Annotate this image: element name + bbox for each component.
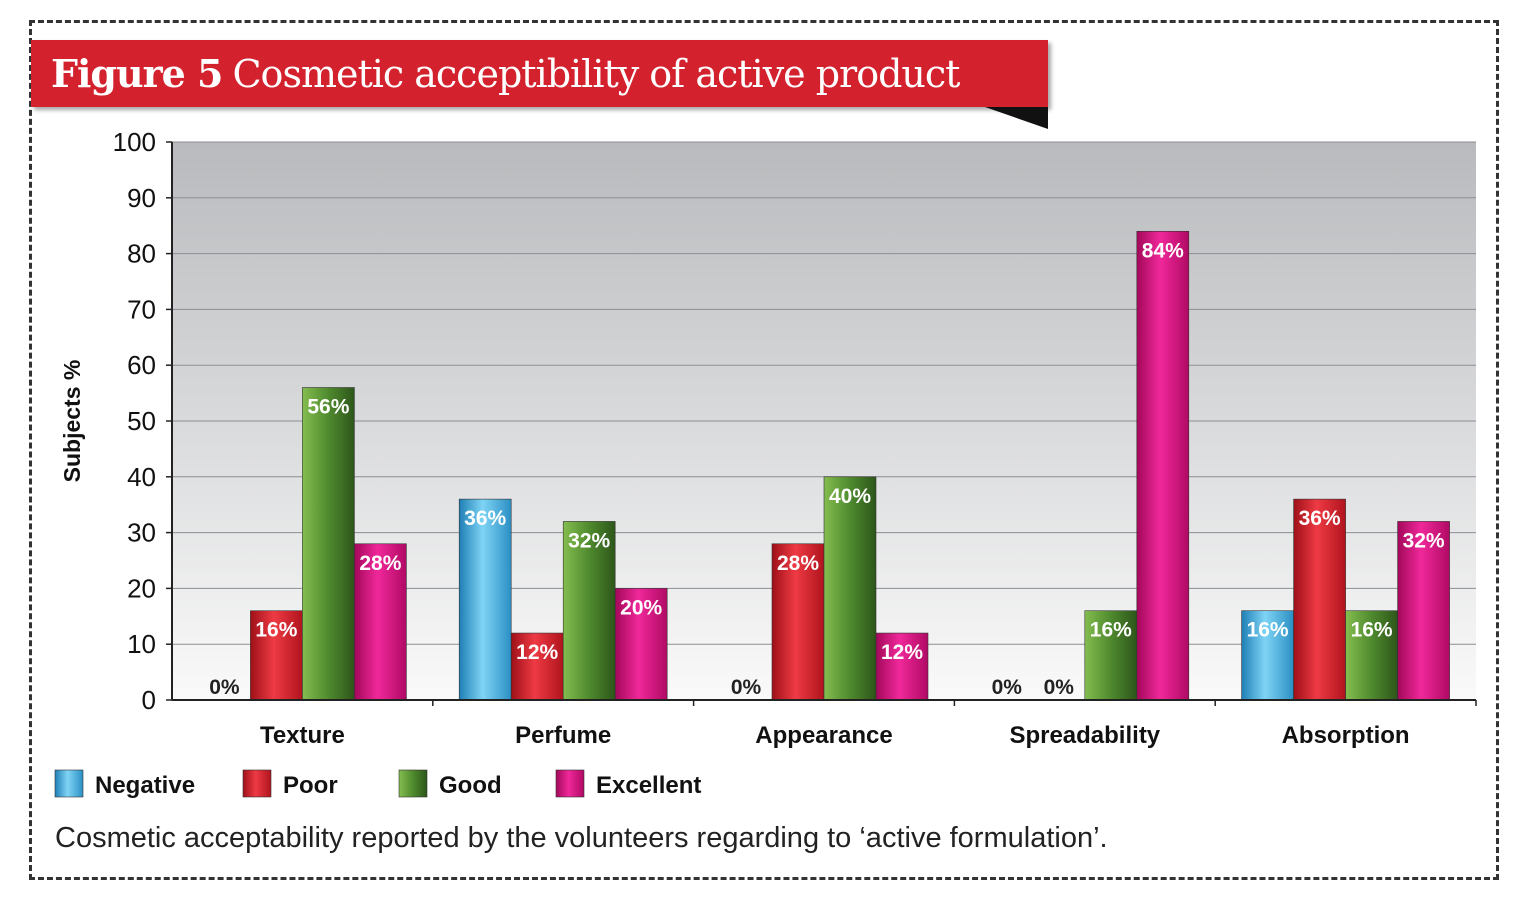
- figure-label: Figure 5: [51, 51, 223, 96]
- data-label: 20%: [620, 596, 662, 619]
- legend-swatch-good: [398, 769, 428, 798]
- bar-poor-appearance: [771, 543, 825, 701]
- x-axis-labels: Texture Perfume Appearance Spreadability Abs…: [260, 722, 1410, 749]
- bar-negative-absorption: [1241, 610, 1294, 701]
- y-tick-label: 60: [127, 350, 156, 380]
- bar-poor-absorption: [1293, 498, 1346, 701]
- bar-good-perfume: [562, 521, 616, 701]
- legend-label-excellent: Excellent: [596, 772, 701, 799]
- y-tick-label: 30: [127, 518, 156, 548]
- data-label: 16%: [1090, 619, 1132, 642]
- y-tick-label: 50: [127, 406, 156, 436]
- y-tick-label: 100: [113, 127, 156, 157]
- data-label: 28%: [777, 552, 819, 575]
- bar-labels: 0% 16% 56% 28% 36% 12% 32% 20% 0% 28% 40% 12% 0% 0% 16…: [209, 239, 1445, 699]
- y-tick-label: 20: [127, 573, 156, 603]
- bar-excellent-absorption: [1397, 521, 1450, 701]
- data-label: 0%: [1044, 676, 1075, 699]
- data-label: 40%: [829, 485, 871, 508]
- legend-label-good: Good: [439, 772, 502, 799]
- x-tick-label: Perfume: [515, 722, 611, 749]
- bar-excellent-spreadability: [1136, 230, 1190, 701]
- legend-label-poor: Poor: [283, 772, 338, 799]
- legend-swatch-negative: [54, 769, 84, 798]
- data-label: 0%: [731, 676, 762, 699]
- y-tick-label: 70: [127, 294, 156, 324]
- x-tick-label: Texture: [260, 722, 345, 749]
- legend-swatch-excellent: [555, 769, 585, 798]
- y-tick-label: 90: [127, 183, 156, 213]
- legend: Negative Poor Good Excellent: [54, 769, 701, 799]
- data-label: 12%: [881, 641, 923, 664]
- data-label: 32%: [568, 529, 610, 552]
- axes: [171, 142, 1477, 706]
- data-label: 16%: [255, 619, 297, 642]
- x-tick-label: Spreadability: [1009, 722, 1160, 749]
- bar-good-appearance: [823, 476, 877, 701]
- figure-title: Cosmetic acceptibility of active product: [232, 51, 960, 96]
- data-label: 0%: [992, 676, 1023, 699]
- bar-excellent-texture: [354, 543, 407, 701]
- data-label: 84%: [1142, 239, 1184, 262]
- bar-good-absorption: [1345, 610, 1398, 701]
- data-label: 32%: [1403, 529, 1445, 552]
- data-label: 16%: [1351, 619, 1393, 642]
- data-label: 36%: [1299, 507, 1341, 530]
- y-tick-label: 80: [127, 239, 156, 269]
- bar-poor-texture: [250, 610, 303, 701]
- x-tick-label: Absorption: [1282, 722, 1410, 749]
- bars: [250, 230, 1450, 701]
- figure-caption: Cosmetic acceptability reported by the v…: [55, 822, 1108, 854]
- figure-frame: [29, 20, 1499, 880]
- legend-swatch-poor: [242, 769, 272, 798]
- bar-negative-perfume: [458, 498, 512, 701]
- y-tick-label: 10: [127, 629, 156, 659]
- legend-label-negative: Negative: [95, 772, 195, 799]
- y-tick-label: 40: [127, 462, 156, 492]
- bar-excellent-appearance: [875, 632, 929, 701]
- y-axis-ticks: 0 10 20 30 40 50 60 70 80 90 100: [113, 127, 172, 715]
- data-label: 12%: [516, 641, 558, 664]
- figure-banner: Figure 5 Cosmetic acceptibility of activ…: [31, 40, 1048, 107]
- bar-poor-perfume: [510, 632, 564, 701]
- data-label: 56%: [307, 396, 349, 419]
- data-label: 36%: [464, 507, 506, 530]
- bar-excellent-perfume: [614, 588, 668, 701]
- y-tick-label: 0: [142, 685, 156, 715]
- data-label: 0%: [209, 676, 240, 699]
- banner-tail: [985, 107, 1048, 129]
- data-label: 16%: [1247, 619, 1289, 642]
- y-axis-label: Subjects %: [59, 360, 85, 483]
- bar-good-texture: [302, 387, 355, 701]
- x-tick-label: Appearance: [755, 722, 892, 749]
- data-label: 28%: [359, 552, 401, 575]
